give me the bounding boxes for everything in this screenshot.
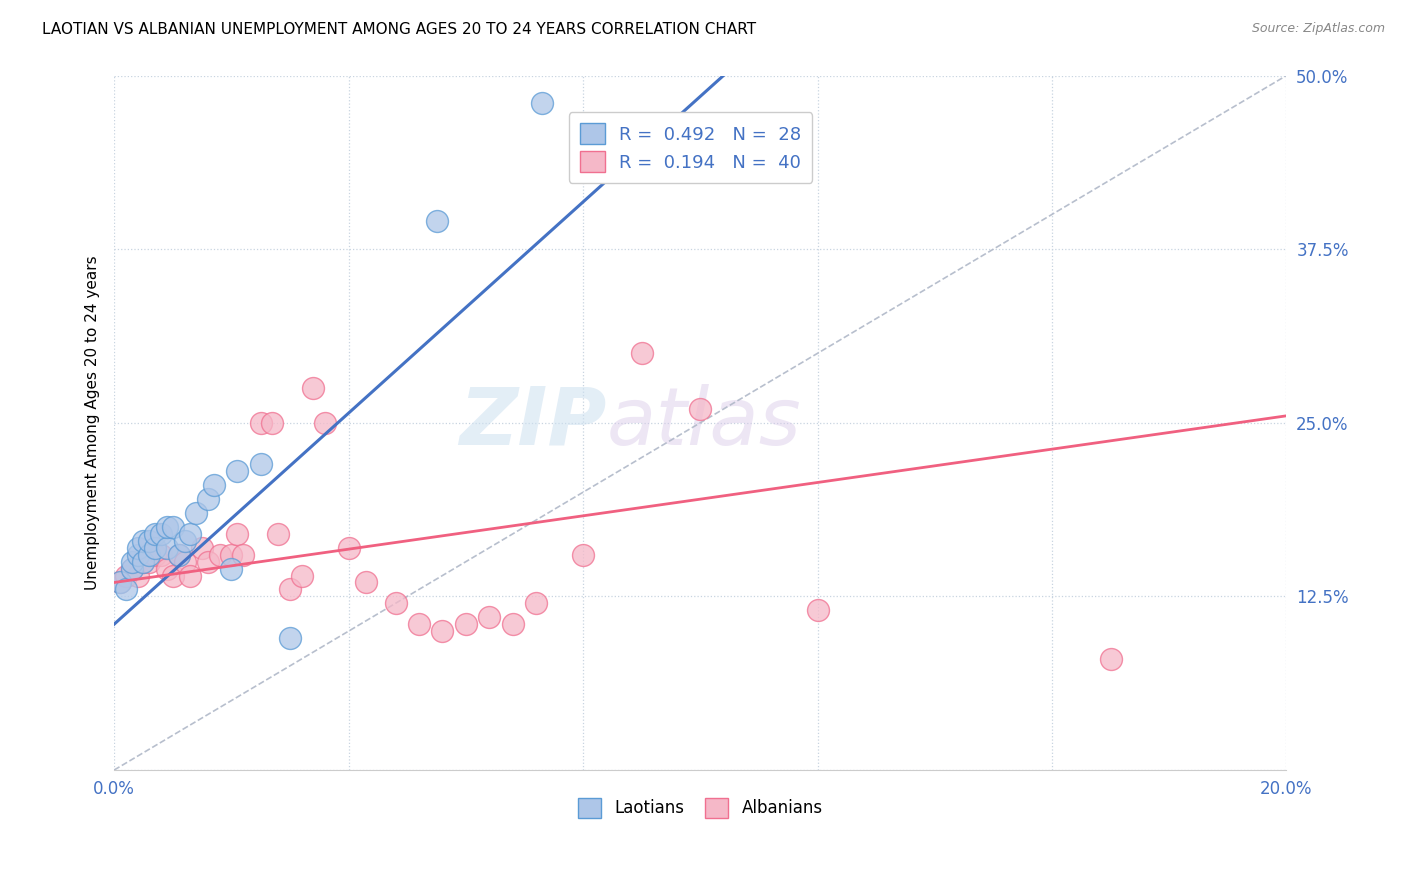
Point (143, 548, 166, 562)
Y-axis label: Unemployment Among Ages 20 to 24 years: Unemployment Among Ages 20 to 24 years (86, 255, 100, 591)
Text: atlas: atlas (606, 384, 801, 462)
Point (267, 527, 290, 541)
Point (150, 527, 173, 541)
Point (531, 96, 554, 111)
Point (221, 561, 243, 575)
Point (278, 582, 301, 597)
Point (173, 555, 195, 569)
Point (226, 527, 249, 541)
Point (426, 214, 449, 228)
Point (191, 541, 214, 555)
Point (197, 492, 219, 507)
Point (156, 541, 179, 555)
Point (138, 533, 160, 548)
Point (127, 548, 149, 562)
Point (314, 416, 336, 430)
Point (132, 555, 155, 569)
Point (202, 478, 225, 492)
Point (150, 548, 173, 562)
Point (156, 561, 179, 575)
Point (384, 596, 406, 610)
Point (354, 575, 377, 590)
Point (162, 568, 184, 582)
Point (115, 568, 138, 582)
Point (454, 617, 477, 632)
Point (179, 568, 201, 582)
Point (432, 624, 454, 639)
Point (524, 596, 547, 610)
Point (262, 416, 284, 430)
Point (221, 548, 243, 562)
Point (502, 617, 524, 632)
Point (478, 610, 501, 624)
Point (132, 533, 155, 548)
Point (167, 548, 190, 562)
Point (173, 533, 195, 548)
Point (186, 506, 208, 520)
Point (806, 603, 828, 617)
Text: ZIP: ZIP (460, 384, 606, 462)
Point (115, 582, 138, 597)
Point (226, 464, 249, 478)
Point (1099, 652, 1122, 666)
Point (127, 541, 149, 555)
Point (408, 617, 430, 632)
Point (121, 561, 143, 575)
Point (197, 555, 219, 569)
Point (127, 568, 149, 582)
Point (143, 541, 166, 555)
Point (291, 568, 314, 582)
Point (572, 548, 595, 562)
Point (689, 401, 711, 416)
Point (138, 548, 160, 562)
Point (132, 555, 155, 569)
Legend: Laotians, Albanians: Laotians, Albanians (571, 791, 830, 824)
Point (179, 527, 201, 541)
Text: Source: ZipAtlas.com: Source: ZipAtlas.com (1251, 22, 1385, 36)
Point (208, 548, 231, 562)
Point (138, 555, 160, 569)
Point (249, 416, 271, 430)
Point (232, 548, 254, 562)
Point (121, 561, 143, 575)
Point (108, 575, 131, 590)
Point (337, 541, 360, 555)
Point (630, 346, 652, 360)
Point (302, 381, 325, 395)
Point (167, 548, 190, 562)
Point (278, 631, 301, 645)
Point (249, 458, 271, 472)
Text: LAOTIAN VS ALBANIAN UNEMPLOYMENT AMONG AGES 20 TO 24 YEARS CORRELATION CHART: LAOTIAN VS ALBANIAN UNEMPLOYMENT AMONG A… (42, 22, 756, 37)
Point (162, 520, 184, 534)
Point (108, 575, 131, 590)
Point (156, 520, 179, 534)
Point (121, 555, 143, 569)
Point (143, 527, 166, 541)
